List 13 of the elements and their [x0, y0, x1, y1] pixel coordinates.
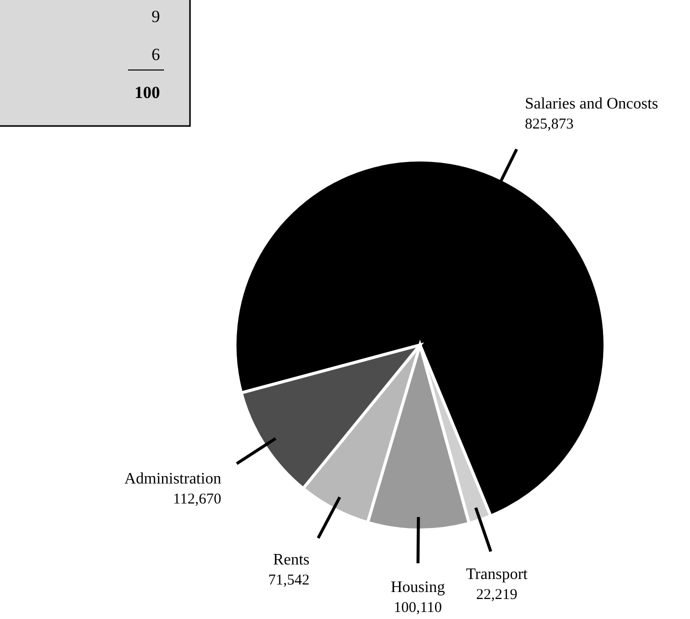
- text: 100: [134, 83, 160, 102]
- slice-label: Transport: [466, 566, 528, 584]
- data-label: 71,542: [268, 572, 310, 588]
- data-label: 112,670: [172, 492, 222, 508]
- data-label: 825,873: [524, 116, 574, 133]
- text: 6: [152, 45, 160, 64]
- slice-label: Salaries and Oncosts: [524, 96, 658, 113]
- slice-label: Rents: [273, 551, 310, 568]
- text: 9: [152, 7, 160, 26]
- data-label: 100,110: [394, 600, 442, 616]
- slice-label: Housing: [390, 578, 445, 596]
- slice-label: Administration: [124, 470, 222, 488]
- data-label: 22,219: [476, 587, 518, 604]
